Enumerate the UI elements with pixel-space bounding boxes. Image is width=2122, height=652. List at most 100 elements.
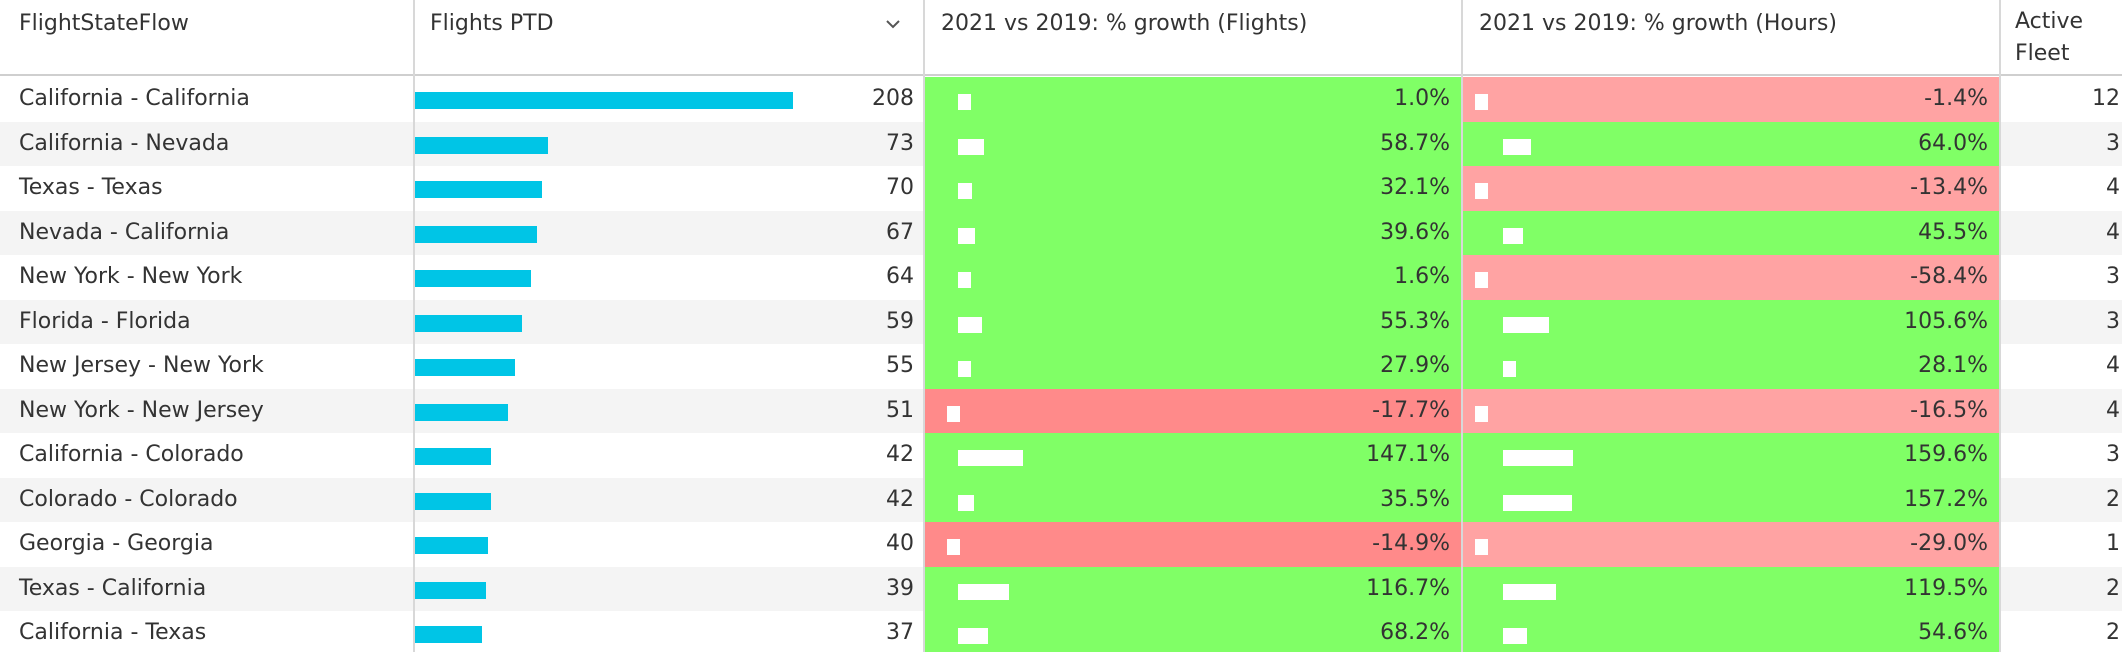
row-label: California - California (19, 86, 250, 111)
growth-hours-minibar (1503, 316, 1550, 333)
growth-flights-cell: 27.9% (925, 344, 1461, 389)
growth-flights-value: -14.9% (1372, 531, 1450, 556)
growth-flights-value: 147.1% (1366, 442, 1450, 467)
fleet-value: 3 (2106, 442, 2120, 467)
growth-hours-cell: -13.4% (1463, 166, 1999, 211)
row-label: Georgia - Georgia (19, 531, 214, 556)
growth-hours-cell: -29.0% (1463, 522, 1999, 567)
growth-flights-cell: -14.9% (925, 522, 1461, 567)
table-row[interactable]: Nevada - California 67 39.6% 45.5% 4 (0, 210, 2122, 255)
fleet-value: 1 (2106, 531, 2120, 556)
growth-hours-value: -29.0% (1910, 531, 1988, 556)
fleet-cell: 2 (2001, 478, 2122, 523)
growth-hours-minibar (1503, 361, 1516, 377)
row-label: Nevada - California (19, 219, 230, 245)
flights-value: 67 (886, 219, 914, 245)
growth-hours-minibar (1503, 450, 1574, 466)
table-row[interactable]: Florida - Florida 59 55.3% 105.6% 3 (0, 299, 2122, 344)
flights-bar (415, 92, 793, 109)
growth-hours-minibar (1475, 94, 1488, 110)
flights-bar (415, 359, 515, 376)
growth-hours-minibar (1503, 138, 1532, 155)
growth-flights-value: 68.2% (1380, 620, 1450, 645)
growth-flights-cell: 68.2% (925, 611, 1461, 652)
fleet-value: 2 (2106, 620, 2120, 645)
header-growth-hours-text: 2021 vs 2019: % growth (Hours) (1479, 11, 1837, 36)
table-row[interactable]: Texas - California 39 116.7% 119.5% 2 (0, 566, 2122, 612)
growth-hours-value: 119.5% (1904, 575, 1988, 601)
flights-cell: 39 (415, 567, 923, 612)
row-label: California - Colorado (19, 442, 244, 467)
column-divider[interactable] (1999, 0, 2001, 652)
chevron-down-icon[interactable] (883, 14, 903, 34)
fleet-value: 2 (2106, 575, 2120, 601)
table-row[interactable]: New Jersey - New York 55 27.9% 28.1% 4 (0, 344, 2122, 389)
column-divider[interactable] (923, 0, 925, 652)
growth-hours-cell: 45.5% (1463, 210, 1999, 255)
header-fleet-line1: Active (2015, 9, 2084, 34)
fleet-value: 3 (2106, 264, 2120, 289)
growth-hours-cell: 28.1% (1463, 344, 1999, 389)
table-row[interactable]: Texas - Texas 70 32.1% -13.4% 4 (0, 166, 2122, 211)
row-label: Texas - Texas (19, 175, 163, 200)
table-row[interactable]: New York - New York 64 1.6% -58.4% 3 (0, 255, 2122, 300)
growth-hours-value: 54.6% (1918, 620, 1988, 645)
table-row[interactable]: California - Colorado 42 147.1% 159.6% 3 (0, 433, 2122, 478)
flights-cell: 55 (415, 344, 923, 389)
fleet-cell: 2 (2001, 611, 2122, 652)
flights-bar (415, 448, 492, 465)
row-label: Colorado - Colorado (19, 486, 238, 512)
growth-flights-minibar (947, 539, 960, 555)
header-growth-hours[interactable]: 2021 vs 2019: % growth (Hours) (1463, 0, 1999, 76)
growth-flights-value: 58.7% (1380, 130, 1450, 156)
growth-flights-cell: 35.5% (925, 477, 1461, 522)
growth-hours-cell: 119.5% (1463, 566, 1999, 611)
growth-flights-value: 1.0% (1394, 86, 1450, 111)
header-active-fleet[interactable]: Active Fleet (2001, 0, 2122, 76)
fleet-value: 12 (2092, 86, 2120, 111)
growth-hours-minibar (1503, 494, 1573, 511)
growth-hours-cell: -1.4% (1463, 77, 1999, 122)
fleet-cell: 4 (2001, 389, 2122, 434)
growth-flights-minibar (958, 94, 971, 110)
column-divider[interactable] (413, 0, 415, 652)
table-row[interactable]: California - Texas 37 68.2% 54.6% 2 (0, 611, 2122, 652)
flights-value: 55 (886, 353, 914, 378)
column-divider[interactable] (1461, 0, 1463, 652)
growth-flights-minibar (958, 183, 973, 199)
flights-value: 42 (886, 486, 914, 512)
growth-hours-cell: 54.6% (1463, 611, 1999, 652)
growth-hours-value: 28.1% (1918, 353, 1988, 378)
header-flights-text: Flights PTD (430, 11, 554, 36)
growth-flights-minibar (958, 316, 983, 333)
growth-hours-minibar (1475, 539, 1488, 555)
flights-bar (415, 225, 537, 243)
growth-flights-minibar (958, 227, 976, 244)
flights-value: 42 (886, 442, 914, 467)
fleet-cell: 4 (2001, 166, 2122, 211)
fleet-cell: 3 (2001, 433, 2122, 478)
growth-hours-value: -58.4% (1910, 264, 1988, 289)
fleet-cell: 12 (2001, 77, 2122, 122)
growth-flights-minibar (958, 138, 984, 155)
flights-cell: 37 (415, 611, 923, 652)
growth-hours-cell: -58.4% (1463, 255, 1999, 300)
header-label-text: FlightStateFlow (19, 11, 189, 36)
growth-flights-value: 39.6% (1380, 219, 1450, 245)
growth-hours-minibar (1475, 272, 1488, 288)
flights-value: 73 (886, 130, 914, 156)
table-row[interactable]: California - California 208 1.0% -1.4% 12 (0, 77, 2122, 122)
growth-hours-value: -1.4% (1924, 86, 1988, 111)
header-flightstateflow[interactable]: FlightStateFlow (0, 0, 413, 76)
flights-cell: 42 (415, 433, 923, 478)
table-row[interactable]: Georgia - Georgia 40 -14.9% -29.0% 1 (0, 522, 2122, 567)
header-growth-flights[interactable]: 2021 vs 2019: % growth (Flights) (925, 0, 1461, 76)
table-row[interactable]: New York - New Jersey 51 -17.7% -16.5% 4 (0, 388, 2122, 434)
table-row[interactable]: Colorado - Colorado 42 35.5% 157.2% 2 (0, 477, 2122, 523)
header-flights-ptd[interactable]: Flights PTD (415, 0, 923, 76)
growth-hours-value: 159.6% (1904, 442, 1988, 467)
growth-flights-cell: 32.1% (925, 166, 1461, 211)
table-row[interactable]: California - Nevada 73 58.7% 64.0% 3 (0, 121, 2122, 166)
growth-flights-cell: 1.6% (925, 255, 1461, 300)
flights-value: 40 (886, 531, 914, 556)
